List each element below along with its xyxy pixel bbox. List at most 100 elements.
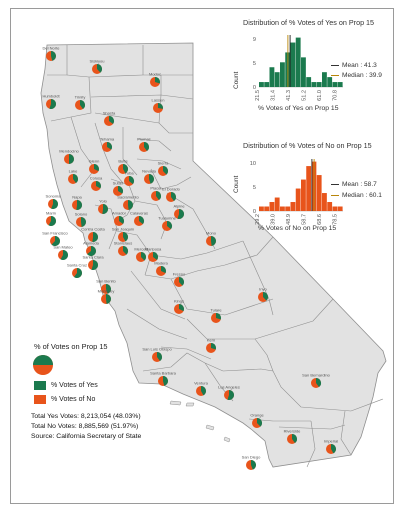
county-pie: Santa Barbara — [150, 371, 177, 386]
county-pie-yes-slice — [102, 204, 108, 214]
data-source: Source: California Secretary of State — [31, 433, 142, 440]
y-tick-label: 5 — [253, 61, 256, 67]
histogram-bar — [301, 57, 306, 87]
county-pie: Santa Cruz — [67, 263, 87, 278]
county-pie-yes-slice — [51, 199, 59, 210]
county-label: Kings — [174, 299, 184, 304]
county-label: Madera — [154, 261, 168, 266]
county-pie: Alameda — [83, 241, 100, 256]
county-label: San Joaquin — [112, 227, 134, 232]
county-pie-yes-slice — [263, 292, 268, 301]
no-median-label: Median : 60.1 — [342, 192, 382, 199]
county-label: San Diego — [242, 455, 261, 460]
county-label: Del Norte — [43, 46, 61, 51]
histogram-bar — [332, 206, 338, 211]
county-pie-yes-slice — [257, 418, 262, 427]
histogram-bar — [316, 175, 322, 211]
x-tick-label: 68.6 — [317, 214, 323, 225]
county-pie: Nevada — [142, 169, 157, 184]
county-pie: Fresno — [173, 272, 186, 287]
histogram-bar — [332, 82, 338, 87]
x-tick-label: 31.4 — [270, 90, 276, 101]
yes-median-label: Median : 39.9 — [342, 72, 382, 79]
county-pie: Santa Clara — [82, 255, 104, 270]
county-label: Alpine — [173, 204, 185, 209]
county-label: San Luis Obispo — [142, 347, 172, 352]
county-pie-yes-slice — [118, 186, 124, 194]
county-pie: Sutter — [113, 181, 124, 196]
county-label: Marin — [46, 211, 56, 216]
county-pie-yes-slice — [74, 268, 82, 278]
yes-mean-label: Mean : 41.3 — [342, 62, 377, 69]
county-pie: Amador — [112, 211, 127, 226]
x-tick-label: 48.9 — [286, 214, 292, 225]
county-pie: Alpine — [173, 204, 185, 219]
county-label: San Bernardino — [302, 373, 331, 378]
county-pie: Ventura — [194, 381, 209, 396]
histogram-bar — [259, 82, 264, 87]
yes-histogram-title: Distribution of % Votes of Yes on Prop 1… — [243, 18, 375, 27]
county-label: Plumas — [137, 137, 150, 142]
histogram-bar — [301, 179, 306, 211]
county-pie-yes-slice — [331, 444, 336, 454]
legend-yes-label: % Votes of Yes — [51, 382, 98, 389]
histogram-bar — [280, 62, 285, 87]
median-line-icon — [331, 75, 339, 76]
histogram-bar — [327, 77, 333, 87]
county-label: Los Angeles — [218, 385, 240, 390]
county-pie-yes-slice — [163, 166, 168, 175]
no-histogram: 0 5 10 29.2 39.0 48.9 58.7 68.6 78.5 — [250, 159, 343, 225]
county-label: San Mateo — [53, 245, 73, 250]
x-tick-label: 29.2 — [255, 214, 261, 225]
county-borders — [47, 45, 384, 468]
county-pie-yes-slice — [80, 100, 85, 110]
county-pie-yes-slice — [69, 154, 74, 164]
county-label: Butte — [118, 159, 128, 164]
histogram-bar — [311, 82, 317, 87]
county-label: Yolo — [99, 199, 107, 204]
california-county-map: Del Norte Siskiyou Modoc Humboldt Trinity Sha… — [40, 42, 387, 470]
county-label: Kern — [207, 338, 215, 343]
county-pie: San Diego — [242, 455, 261, 470]
no-swatch — [34, 395, 46, 404]
histogram-bar — [269, 202, 275, 211]
histogram-bar — [316, 82, 322, 87]
county-pie: Stanislaus — [114, 241, 132, 256]
county-pie: San Bernardino — [302, 373, 331, 388]
x-tick-label: 61.0 — [317, 90, 323, 101]
county-pie-yes-slice — [123, 232, 128, 242]
county-label: Yuba — [124, 171, 134, 176]
county-label: Santa Clara — [82, 255, 104, 260]
county-pie: Los Angeles — [218, 385, 240, 401]
county-label: Santa Barbara — [150, 371, 177, 376]
y-tick-label: 9 — [253, 37, 256, 43]
channel-island — [169, 400, 182, 406]
no-mean-label: Mean : 58.7 — [342, 181, 377, 188]
county-label: Inyo — [259, 287, 267, 292]
county-pie: Marin — [46, 211, 56, 227]
county-label: Mono — [206, 231, 217, 236]
county-pie-yes-slice — [144, 142, 149, 152]
histogram-bar — [290, 42, 296, 87]
county-pie: Mariposa — [145, 247, 162, 262]
county-label: Stanislaus — [114, 241, 132, 246]
histogram-bar — [280, 206, 285, 211]
county-pie: Plumas — [137, 137, 151, 152]
histogram-bar — [322, 72, 327, 87]
county-pie-yes-slice — [51, 51, 56, 61]
county-pie-yes-slice — [119, 216, 124, 224]
county-pie: Del Norte — [43, 46, 61, 61]
county-pie: San Francisco — [42, 231, 69, 247]
x-tick-label: 41.3 — [286, 90, 292, 101]
county-pie: Solano — [75, 212, 88, 227]
county-pie: Imperial — [324, 439, 338, 454]
county-label: Colusa — [90, 176, 103, 181]
county-pie-yes-slice — [141, 252, 146, 261]
x-tick-label: 21.5 — [255, 90, 261, 101]
county-pie: Humboldt — [42, 94, 60, 109]
no-mean-stat: Mean : 58.7 — [331, 181, 377, 188]
channel-island — [205, 424, 215, 431]
county-pie-yes-slice — [76, 200, 82, 210]
county-pie-yes-slice — [94, 164, 99, 172]
x-tick-label: 70.8 — [332, 90, 338, 101]
